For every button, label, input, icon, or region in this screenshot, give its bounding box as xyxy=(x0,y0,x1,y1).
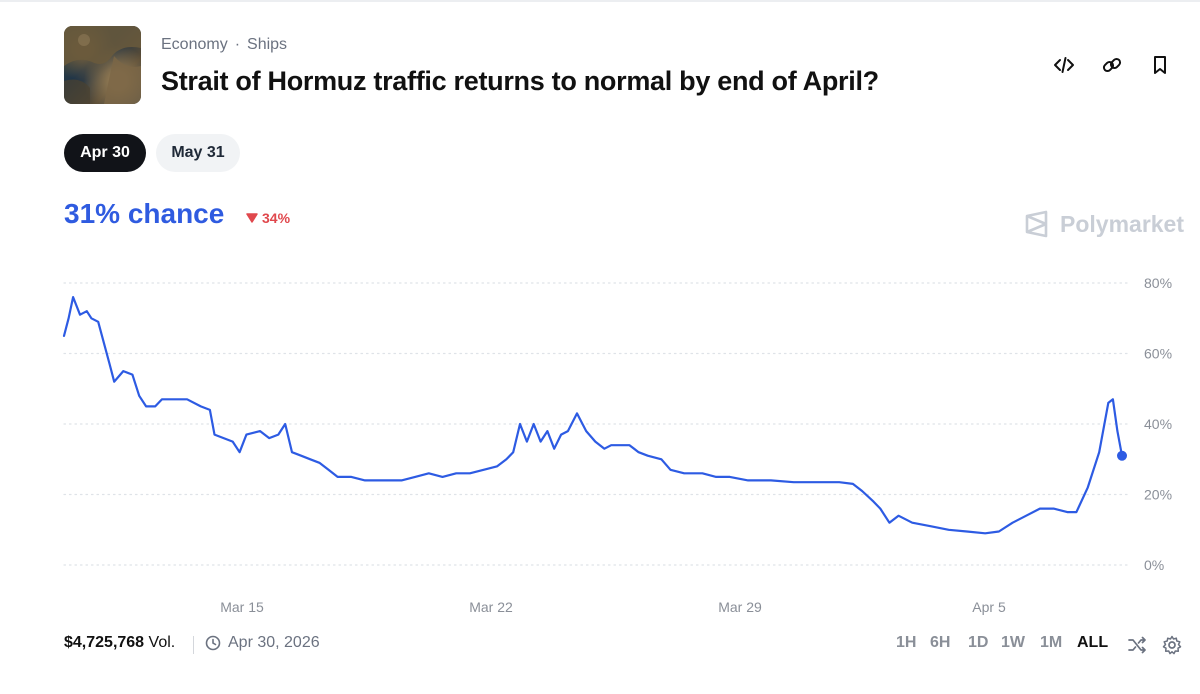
y-tick-label: 60% xyxy=(1144,346,1172,362)
market-title: Strait of Hormuz traffic returns to norm… xyxy=(161,66,879,96)
code-icon xyxy=(1054,57,1074,73)
price-chart[interactable]: 80% 60% 40% 20% 0% Mar 15 Mar 22 Mar 29 Apr 5 xyxy=(0,265,1200,625)
x-tick-label: Mar 29 xyxy=(718,599,762,615)
range-1h[interactable]: 1H xyxy=(896,634,917,651)
top-divider xyxy=(0,0,1200,2)
breadcrumb-category[interactable]: Economy xyxy=(161,36,228,53)
y-tick-label: 0% xyxy=(1144,557,1164,573)
volume-value: $4,725,768 xyxy=(64,634,145,651)
range-1m[interactable]: 1M xyxy=(1040,634,1063,651)
series-line xyxy=(62,296,1124,535)
date-pill-apr-30[interactable]: Apr 30 xyxy=(64,134,146,172)
bookmark-icon xyxy=(1154,56,1166,74)
polymarket-logo-icon xyxy=(1025,210,1048,238)
range-1d[interactable]: 1D xyxy=(968,634,989,651)
current-point-marker xyxy=(1117,450,1127,461)
y-tick-label: 20% xyxy=(1144,487,1172,503)
end-date-value: Apr 30, 2026 xyxy=(228,634,320,651)
change-value: 34% xyxy=(262,210,291,226)
breadcrumb-separator: · xyxy=(234,36,241,53)
volume: $4,725,768 Vol. xyxy=(64,634,175,652)
footer-divider xyxy=(193,636,194,654)
y-tick-label: 80% xyxy=(1144,275,1172,291)
chance-value: 31% chance xyxy=(64,198,225,229)
x-tick-label: Apr 5 xyxy=(972,599,1006,615)
range-1w[interactable]: 1W xyxy=(1001,634,1025,651)
copy-link-button[interactable] xyxy=(1099,52,1125,78)
x-tick-label: Mar 22 xyxy=(469,599,513,615)
change-indicator: 34% xyxy=(246,210,290,226)
range-all[interactable]: ALL xyxy=(1077,634,1109,651)
breadcrumb: Economy · Ships xyxy=(161,36,287,54)
link-icon xyxy=(1102,57,1122,73)
end-date: Apr 30, 2026 xyxy=(205,634,320,652)
x-tick-label: Mar 15 xyxy=(220,599,264,615)
polymarket-watermark: Polymarket xyxy=(1024,210,1184,238)
range-6h[interactable]: 6H xyxy=(930,634,951,651)
clock-icon xyxy=(205,635,221,651)
breadcrumb-subcategory[interactable]: Ships xyxy=(247,36,288,53)
settings-button[interactable] xyxy=(1159,632,1185,658)
shuffle-button[interactable] xyxy=(1124,632,1150,658)
y-tick-label: 40% xyxy=(1144,416,1172,432)
gear-icon xyxy=(1162,635,1182,655)
embed-button[interactable] xyxy=(1051,52,1077,78)
market-thumbnail xyxy=(64,26,141,104)
date-pill-may-31[interactable]: May 31 xyxy=(156,134,240,172)
brand-name: Polymarket xyxy=(1060,210,1185,237)
triangle-down-icon xyxy=(246,213,258,223)
volume-label: Vol. xyxy=(148,634,176,651)
bookmark-button[interactable] xyxy=(1147,52,1173,78)
shuffle-icon xyxy=(1128,636,1146,654)
